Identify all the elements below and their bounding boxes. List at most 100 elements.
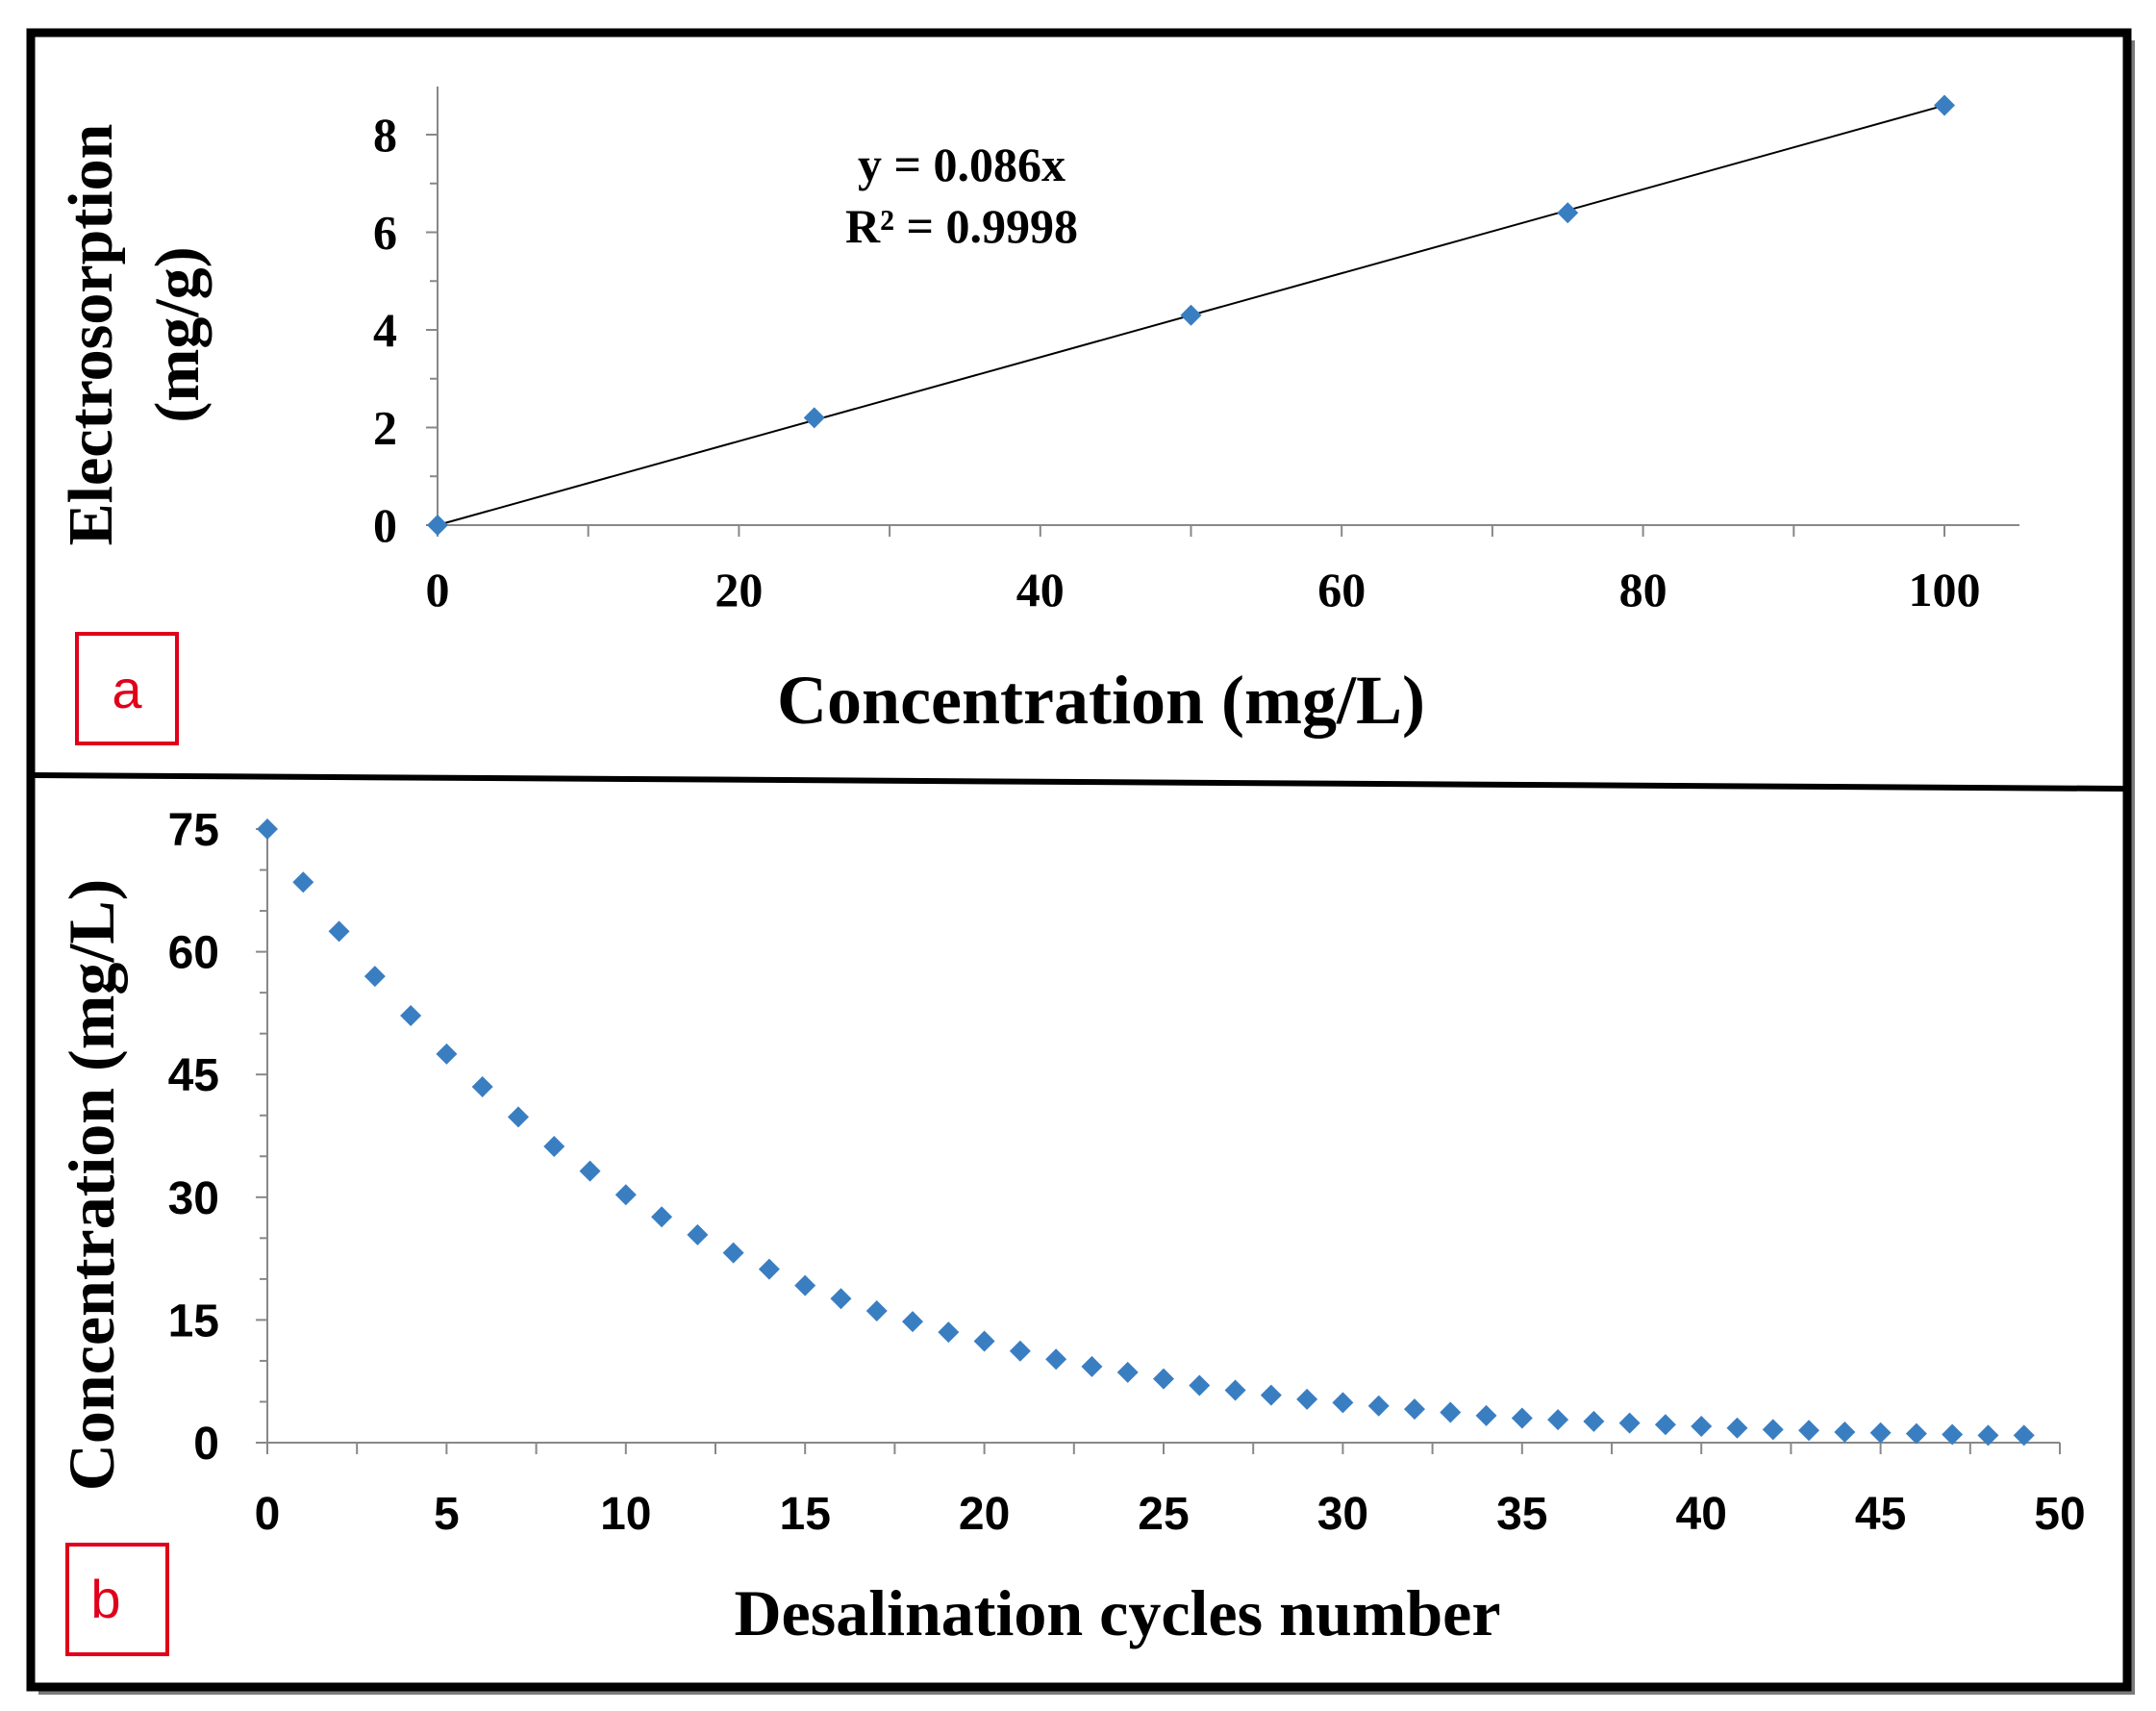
chart-b-x-tick-label: 0	[255, 1489, 281, 1540]
chart-b: 0 15 30 45 60 75 0 5 10 15 20 25 30 35 40 45 50 Desalin…	[55, 805, 2086, 1656]
chart-b-point	[1942, 1423, 1964, 1446]
chart-b-point	[1905, 1422, 1927, 1445]
chart-b-x-tick-label: 30	[1317, 1489, 1368, 1540]
chart-a: 0 2 4 6 8 0 20 40 60 80 100 y = 0.086x R² = 0.999…	[56, 87, 2019, 745]
chart-a-y-tick-label: 2	[373, 401, 397, 455]
chart-b-point	[938, 1321, 960, 1344]
chart-b-point	[865, 1300, 888, 1322]
chart-a-points	[427, 94, 1955, 536]
chart-b-point	[1367, 1395, 1390, 1417]
chart-b-point	[973, 1330, 995, 1352]
chart-b-points	[257, 818, 2035, 1447]
chart-a-r-squared: R² = 0.9998	[845, 199, 1078, 253]
chart-b-point	[1189, 1374, 1211, 1396]
chart-b-point	[1834, 1421, 1856, 1443]
chart-a-y-ticks: 0 2 4 6 8	[373, 108, 438, 552]
chart-b-point	[2013, 1424, 2035, 1447]
chart-a-point	[1557, 202, 1579, 224]
chart-b-point	[364, 966, 386, 988]
chart-b-point	[1045, 1348, 1067, 1371]
chart-b-point	[579, 1160, 601, 1182]
chart-b-point	[1153, 1368, 1174, 1390]
chart-b-point	[543, 1136, 565, 1158]
chart-b-point	[1296, 1388, 1318, 1410]
chart-b-y-tick-label: 75	[168, 805, 219, 856]
chart-b-x-tick-label: 10	[600, 1489, 651, 1540]
chart-b-point	[902, 1311, 924, 1333]
chart-b-point	[1440, 1401, 1462, 1423]
chart-b-point	[436, 1043, 458, 1065]
panel-divider	[34, 772, 2124, 792]
chart-a-y-tick-label: 0	[373, 498, 397, 552]
chart-b-point	[1654, 1414, 1676, 1436]
chart-b-point	[1977, 1424, 1999, 1447]
chart-a-equation: y = 0.086x	[858, 138, 1065, 191]
chart-b-point	[1798, 1420, 1820, 1442]
chart-b-y-tick-label: 45	[168, 1050, 219, 1101]
chart-b-y-tick-label: 30	[168, 1173, 219, 1224]
chart-b-point	[1260, 1384, 1282, 1406]
chart-b-point	[471, 1075, 493, 1097]
chart-b-point	[1726, 1417, 1748, 1439]
chart-b-y-tick-label: 60	[168, 928, 219, 979]
chart-b-point	[1224, 1379, 1246, 1401]
chart-b-point	[1547, 1409, 1569, 1431]
chart-b-y-label: Concentration (mg/L)	[55, 879, 128, 1491]
chart-a-x-ticks: 0 20 40 60 80 100	[426, 525, 1981, 616]
chart-b-point	[1762, 1419, 1784, 1441]
chart-a-y-label-line2: (mg/g)	[142, 246, 213, 422]
chart-a-x-tick-label: 80	[1619, 563, 1667, 616]
chart-b-x-tick-label: 45	[1855, 1489, 1906, 1540]
chart-b-point	[687, 1223, 709, 1246]
chart-a-point	[427, 515, 448, 536]
chart-a-x-tick-label: 60	[1317, 563, 1366, 616]
chart-b-point	[651, 1206, 673, 1228]
chart-b-point	[1869, 1422, 1892, 1444]
panel-b-tag-box	[65, 1543, 169, 1656]
chart-b-y-tick-label: 0	[193, 1419, 219, 1470]
chart-b-x-tick-label: 20	[959, 1489, 1010, 1540]
chart-a-x-tick-label: 20	[714, 563, 763, 616]
chart-a-y-tick-label: 6	[373, 206, 397, 260]
chart-a-y-tick-label: 4	[373, 303, 397, 357]
chart-a-point	[803, 407, 825, 429]
chart-b-point	[292, 871, 314, 893]
chart-a-x-tick-label: 0	[426, 563, 450, 616]
panel-b-tag: b	[90, 1569, 120, 1629]
chart-a-y-label-line1: Electrosorption	[56, 124, 126, 546]
chart-b-point	[1081, 1355, 1103, 1377]
chart-b-point	[758, 1258, 780, 1280]
chart-b-point	[1116, 1361, 1139, 1383]
chart-b-x-ticks: 0 5 10 15 20 25 30 35 40 45 50	[255, 1443, 2086, 1540]
chart-b-point	[1403, 1398, 1425, 1421]
chart-b-point	[830, 1288, 852, 1310]
chart-a-x-tick-label: 100	[1909, 563, 1981, 616]
chart-a-y-tick-label: 8	[373, 108, 397, 162]
chart-b-point	[614, 1184, 637, 1206]
chart-b-x-tick-label: 50	[2034, 1489, 2085, 1540]
chart-b-point	[1511, 1407, 1533, 1429]
chart-b-x-tick-label: 35	[1496, 1489, 1547, 1540]
panel-a-tag-box	[75, 632, 179, 745]
chart-b-point	[794, 1274, 816, 1296]
chart-b-x-tick-label: 5	[434, 1489, 460, 1540]
chart-b-point	[1691, 1415, 1713, 1437]
figure-frame	[26, 28, 2132, 1692]
chart-a-x-tick-label: 40	[1016, 563, 1065, 616]
chart-b-y-ticks: 0 15 30 45 60 75	[168, 805, 267, 1470]
chart-b-point	[1009, 1340, 1031, 1362]
panel-a-tag: a	[112, 659, 142, 719]
chart-b-point	[1618, 1412, 1641, 1434]
chart-b-x-tick-label: 40	[1676, 1489, 1727, 1540]
chart-b-point	[1332, 1392, 1354, 1414]
chart-b-x-tick-label: 25	[1138, 1489, 1189, 1540]
chart-b-point	[400, 1004, 422, 1026]
chart-b-point	[507, 1106, 529, 1128]
chart-a-point	[1934, 94, 1955, 116]
chart-b-point	[722, 1242, 744, 1264]
chart-b-x-tick-label: 15	[780, 1489, 831, 1540]
chart-b-point	[257, 818, 278, 840]
chart-b-point	[1475, 1404, 1497, 1426]
chart-b-x-label: Desalination cycles number	[734, 1576, 1500, 1649]
